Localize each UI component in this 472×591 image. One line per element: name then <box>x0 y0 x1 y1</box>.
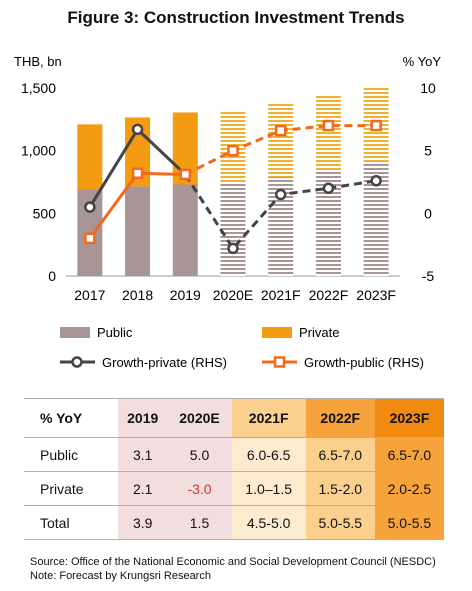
legend-public-swatch <box>60 327 90 338</box>
table-header-row: % YoY 2019 2020E 2021F 2022F 2023F <box>24 398 444 438</box>
bar-private <box>77 124 103 190</box>
table-header: 2023F <box>374 398 444 438</box>
table-header: 2022F <box>305 398 375 438</box>
legend-private-label: Private <box>299 325 339 340</box>
table-cell: 5.0-5.5 <box>374 505 444 540</box>
table-row: Total 3.9 1.5 4.5-5.0 5.0-5.5 5.0-5.5 <box>24 505 444 540</box>
table-header: % YoY <box>24 398 118 438</box>
growth-private-point <box>84 201 96 213</box>
table-cell: 6.5-7.0 <box>305 437 375 472</box>
table-cell: 1.5-2.0 <box>305 471 375 506</box>
x-tick-label: 2021F <box>261 287 301 303</box>
bar-private <box>268 103 294 177</box>
investment-chart: THB, bn % YoY 0 500 1,000 1,500 -5 0 5 10 2017 20… <box>14 54 442 370</box>
legend-private-swatch <box>262 327 292 338</box>
legend-growth-public-label: Growth-public (RHS) <box>304 355 424 370</box>
table-cell: 3.9 <box>118 505 168 540</box>
footnotes: Source: Office of the National Economic … <box>30 555 436 583</box>
growth-private-point <box>370 174 382 187</box>
table-header: 2019 <box>118 398 168 438</box>
table-cell: 1.0–1.5 <box>231 471 306 506</box>
row-label: Public <box>24 437 118 472</box>
legend-growth-private-label: Growth-private (RHS) <box>102 355 227 370</box>
table-cell-negative: -3.0 <box>167 471 232 506</box>
x-tick-label: 2018 <box>122 287 153 303</box>
table-cell: 6.5-7.0 <box>374 437 444 472</box>
legend-public-label: Public <box>97 325 133 340</box>
x-tick-label: 2017 <box>74 287 105 303</box>
table-header: 2020E <box>167 398 232 438</box>
bar-private <box>315 94 341 171</box>
bar-public <box>220 182 246 276</box>
right-tick-label: 5 <box>424 143 432 159</box>
table-header: 2021F <box>231 398 306 438</box>
table-cell: 4.5-5.0 <box>231 505 306 540</box>
growth-private-point <box>227 242 239 255</box>
x-tick-label: 2022F <box>309 287 349 303</box>
legend-growth-private-marker <box>71 356 83 368</box>
table-row: Public 3.1 5.0 6.0-6.5 6.5-7.0 6.5-7.0 <box>24 437 444 472</box>
table-cell: 3.1 <box>118 437 168 472</box>
forecast-note: Note: Forecast by Krungsri Research <box>30 570 211 582</box>
source-note: Source: Office of the National Economic … <box>30 556 436 568</box>
legend: Public Private Growth-private (RHS) Grow… <box>60 325 424 370</box>
growth-public-point <box>370 119 382 132</box>
legend-growth-public-marker <box>273 356 286 368</box>
row-label: Private <box>24 471 118 506</box>
right-tick-label: 0 <box>424 205 432 221</box>
growth-public-point <box>274 124 287 137</box>
growth-private-point <box>322 182 335 195</box>
bar-public <box>172 184 198 276</box>
table-cell: 2.0-2.5 <box>374 471 444 506</box>
table-row: Private 2.1 -3.0 1.0–1.5 1.5-2.0 2.0-2.5 <box>24 471 444 506</box>
right-tick-label: -5 <box>422 268 435 284</box>
left-axis-unit: THB, bn <box>14 54 62 69</box>
bar-public <box>125 186 151 276</box>
left-tick-label: 1,000 <box>21 143 56 159</box>
table-cell: 5.0 <box>167 437 232 472</box>
growth-private-point <box>131 123 144 136</box>
row-label: Total <box>24 505 118 540</box>
growth-public-point <box>131 167 144 179</box>
figure-title: Figure 3: Construction Investment Trends <box>67 8 405 27</box>
table-cell: 2.1 <box>118 471 168 506</box>
x-tick-label: 2020E <box>213 287 253 303</box>
left-tick-label: 1,500 <box>21 80 56 96</box>
growth-public-point <box>179 168 192 181</box>
growth-private-point <box>274 188 287 201</box>
growth-table: % YoY 2019 2020E 2021F 2022F 2023F Publi… <box>24 398 444 540</box>
table-cell: 5.0-5.5 <box>305 505 375 540</box>
table-cell: 6.0-6.5 <box>231 437 306 472</box>
right-tick-label: 10 <box>420 80 436 96</box>
x-tick-label: 2019 <box>170 287 201 303</box>
left-tick-label: 500 <box>33 205 57 221</box>
left-tick-label: 0 <box>48 268 56 284</box>
growth-public-point <box>322 119 335 132</box>
growth-public-point <box>227 144 239 157</box>
growth-public-point <box>84 232 96 245</box>
x-tick-label: 2023F <box>356 287 396 303</box>
table-cell: 1.5 <box>167 505 232 540</box>
plot-area: 0 500 1,000 1,500 -5 0 5 10 2017 2018 2019 2020E 202… <box>21 80 436 303</box>
right-axis-unit: % YoY <box>403 54 442 69</box>
